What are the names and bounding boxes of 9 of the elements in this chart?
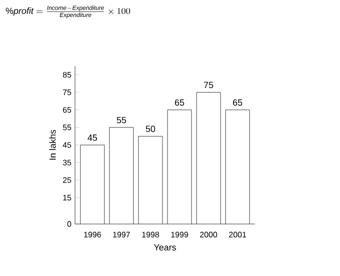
chart-title: $\%\mathit{profit}=\frac{\mathit{Income}-\mathit{Expenditure}}{\mathit{Expenditure}}\times 100$: [6, 6, 130, 18]
data-label: 50: [146, 126, 156, 132]
data-label: 75: [204, 82, 214, 88]
data-label: 65: [174, 99, 184, 106]
data-label: 65: [233, 99, 242, 106]
data-label: 55: [116, 116, 126, 124]
x-axis-title: Years: [154, 244, 176, 251]
y-axis-title: In lakhs: [49, 130, 56, 160]
data-label: 45: [88, 134, 98, 141]
